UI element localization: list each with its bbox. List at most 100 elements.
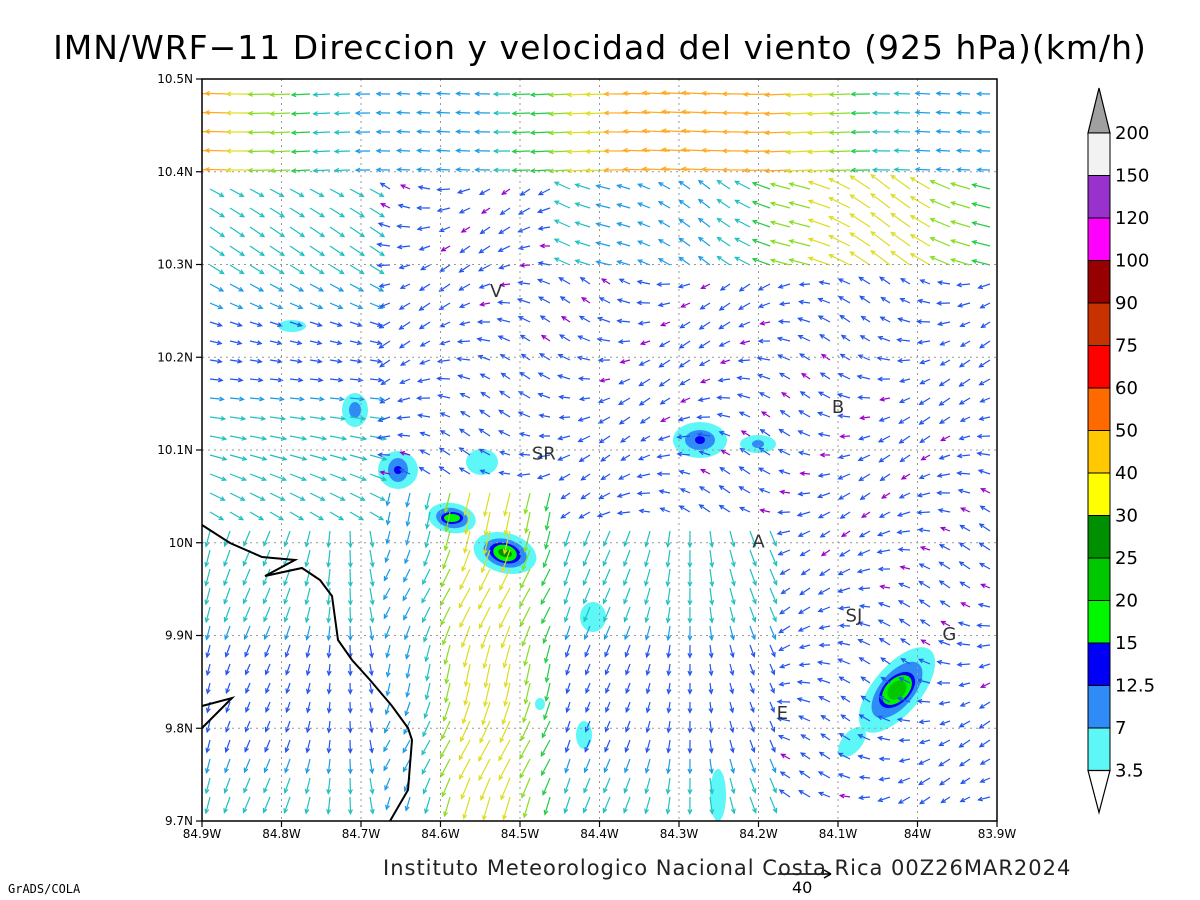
wind-vector	[492, 129, 511, 135]
wind-vector	[443, 530, 451, 552]
wind-vector	[383, 739, 391, 753]
wind-vector	[939, 720, 951, 726]
wind-vector	[936, 472, 951, 478]
wind-vector	[976, 623, 991, 629]
wind-vector	[399, 378, 411, 384]
wind-vector	[850, 167, 871, 173]
wind-vector	[899, 378, 911, 383]
wind-vector	[896, 717, 911, 723]
wind-vector	[596, 337, 611, 343]
wind-vector	[558, 394, 571, 400]
colorbar-label: 50	[1115, 421, 1138, 442]
wind-vector	[269, 302, 284, 310]
wind-vector	[577, 435, 591, 443]
wind-vector	[385, 511, 391, 526]
wind-vector	[709, 606, 715, 624]
wind-vector	[604, 739, 611, 753]
wind-vector	[678, 237, 691, 247]
wind-vector	[289, 435, 308, 441]
wind-vector	[204, 568, 211, 587]
wind-vector	[738, 506, 751, 513]
wind-vector	[798, 281, 811, 287]
wind-vector	[698, 321, 711, 330]
wind-vector	[840, 334, 851, 342]
wind-vector	[480, 207, 491, 214]
wind-vector	[916, 339, 931, 345]
wind-vector	[898, 435, 911, 444]
wind-vector	[369, 377, 384, 383]
wind-vector	[807, 199, 831, 209]
wind-vector	[709, 796, 715, 815]
wind-vector	[665, 606, 671, 624]
wind-vector	[807, 237, 831, 247]
wind-vector	[329, 188, 345, 197]
wind-vector	[326, 701, 332, 714]
wind-vector	[602, 796, 611, 814]
wind-vector	[623, 568, 631, 587]
wind-vector	[738, 283, 751, 292]
wind-vector	[229, 396, 245, 402]
wind-vector	[458, 207, 471, 214]
wind-vector	[890, 193, 911, 209]
wind-vector	[645, 682, 651, 695]
wind-vector	[598, 297, 611, 304]
wind-vector	[422, 777, 431, 795]
wind-vector	[249, 511, 265, 521]
wind-vector	[305, 758, 311, 775]
wind-vector	[716, 198, 731, 209]
wind-vector	[398, 468, 411, 475]
colorbar-label: 15	[1115, 633, 1138, 654]
wind-vector	[656, 453, 671, 459]
wind-vector	[520, 720, 531, 742]
wind-vector	[917, 658, 931, 665]
wind-vector	[958, 682, 971, 688]
wind-vector	[837, 454, 851, 460]
wind-vector	[817, 297, 831, 304]
wind-vector	[421, 739, 431, 756]
wind-vector	[458, 321, 471, 326]
wind-vector	[660, 166, 691, 172]
wind-vector	[877, 335, 891, 342]
wind-vector	[333, 148, 351, 154]
wind-vector	[893, 91, 911, 97]
wind-vector	[204, 549, 211, 568]
wind-vector	[698, 486, 711, 494]
wind-vector	[879, 316, 891, 323]
wind-vector	[354, 91, 371, 97]
wind-vector	[398, 321, 411, 330]
wind-vector	[582, 796, 591, 814]
wind-vector	[797, 530, 811, 537]
wind-vector	[949, 239, 971, 247]
wind-vector	[898, 397, 911, 404]
wind-vector	[312, 92, 331, 98]
wind-vector	[354, 148, 371, 154]
wind-vector	[205, 720, 211, 734]
lat-tick-label: 10N	[169, 536, 193, 550]
wind-vector	[729, 682, 735, 695]
wind-vector	[405, 492, 411, 508]
wind-vector	[860, 315, 871, 323]
colorbar-segment	[1087, 302, 1111, 346]
wind-vector	[778, 372, 791, 380]
wind-vector	[734, 256, 751, 266]
wind-vector	[574, 183, 591, 190]
wind-vector	[565, 720, 571, 734]
wind-vector	[326, 606, 332, 624]
wind-vector	[559, 296, 571, 304]
wind-vector	[379, 397, 391, 404]
wind-vector	[517, 411, 531, 418]
wind-vector	[369, 358, 383, 364]
wind-vector	[857, 734, 871, 741]
wind-vector	[329, 511, 345, 521]
wind-vector	[788, 239, 811, 247]
wind-vector	[837, 296, 851, 304]
latitude-axis: 9.7N 9.8N 9.9N 10N 10.1N 10.2N 10.3N 10.4N 10.5N	[157, 72, 202, 828]
wind-vector	[478, 448, 491, 456]
wind-vector	[657, 182, 671, 190]
wind-vector	[438, 302, 451, 311]
wind-vector	[574, 240, 591, 247]
wind-vector	[776, 716, 791, 722]
wind-vector	[918, 563, 931, 570]
wind-vector	[971, 183, 991, 190]
wind-vector	[918, 473, 931, 480]
